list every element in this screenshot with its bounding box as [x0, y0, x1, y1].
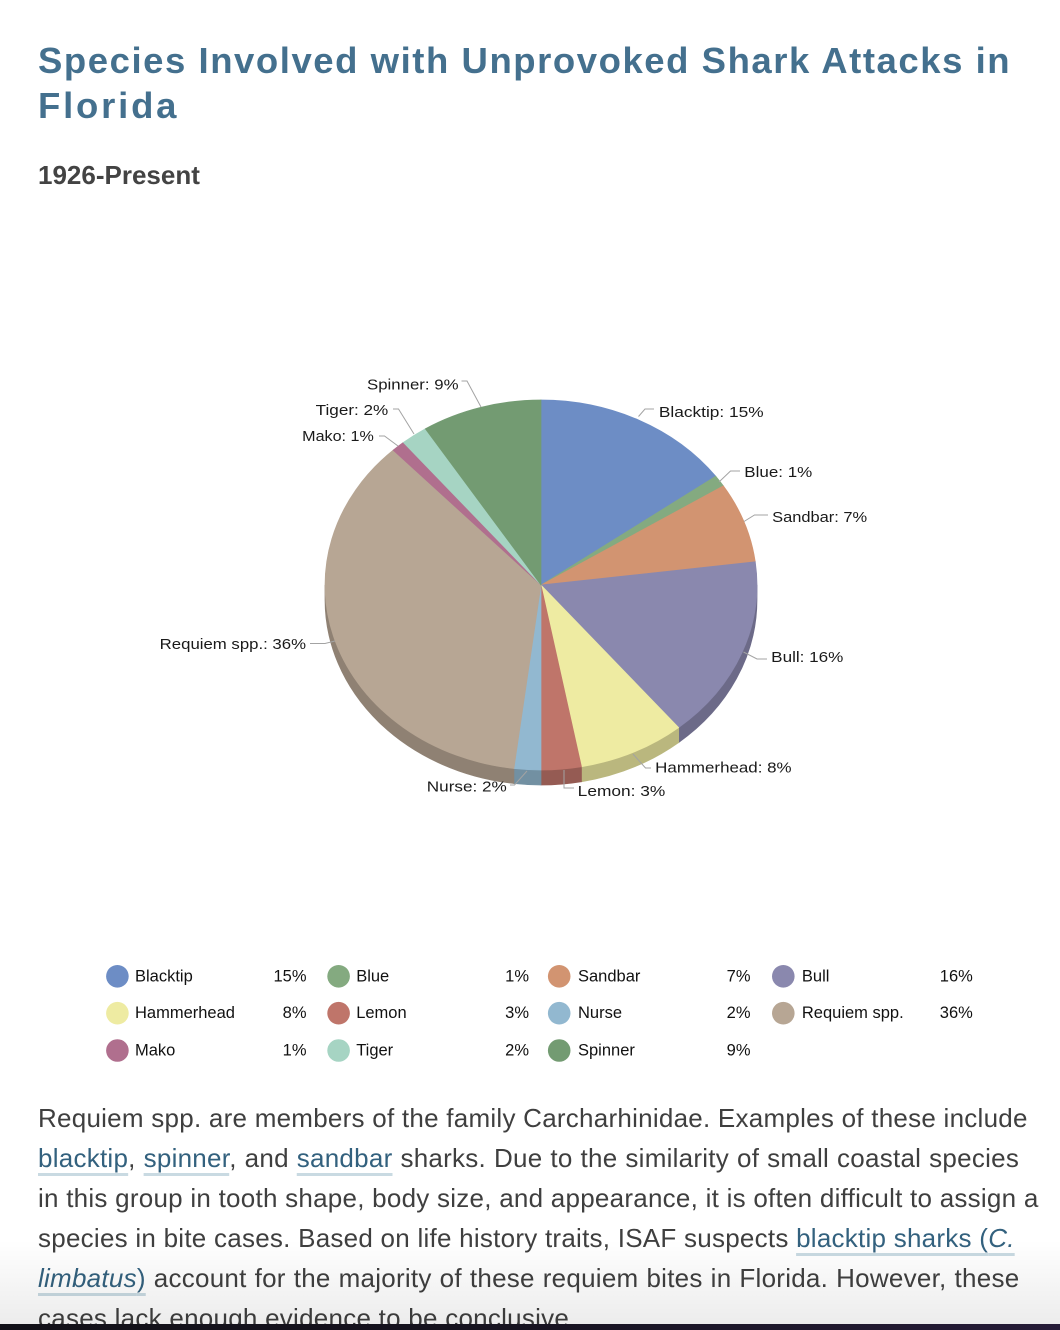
svg-text:1%: 1% [283, 1042, 307, 1060]
svg-text:Requiem spp.: 36%: Requiem spp.: 36% [160, 636, 306, 653]
svg-text:Blacktip: Blacktip [135, 967, 193, 985]
svg-text:Blacktip: 15%: Blacktip: 15% [659, 404, 764, 421]
svg-text:1%: 1% [505, 967, 529, 985]
svg-text:Lemon: 3%: Lemon: 3% [578, 783, 666, 800]
svg-text:Spinner: Spinner [578, 1042, 635, 1060]
svg-text:Bull: 16%: Bull: 16% [771, 649, 843, 666]
svg-text:Requiem spp.: Requiem spp. [802, 1004, 904, 1022]
svg-text:15%: 15% [273, 967, 306, 985]
svg-text:3%: 3% [505, 1004, 529, 1022]
svg-text:Mako: 1%: Mako: 1% [302, 428, 374, 445]
svg-text:2%: 2% [727, 1004, 751, 1022]
svg-text:Hammerhead: 8%: Hammerhead: 8% [655, 760, 791, 777]
svg-text:Mako: Mako [135, 1042, 175, 1060]
svg-text:Lemon: Lemon [356, 1004, 406, 1022]
svg-text:Bull: Bull [802, 967, 830, 985]
svg-text:Sandbar: 7%: Sandbar: 7% [772, 509, 867, 526]
svg-text:Tiger: 2%: Tiger: 2% [316, 402, 389, 419]
svg-text:Sandbar: Sandbar [578, 967, 641, 985]
svg-text:Tiger: Tiger [356, 1042, 393, 1060]
svg-text:Blue: 1%: Blue: 1% [744, 464, 812, 481]
svg-text:Blue: Blue [356, 967, 389, 985]
svg-text:Spinner: 9%: Spinner: 9% [367, 377, 459, 394]
svg-text:9%: 9% [727, 1042, 751, 1060]
svg-text:Nurse: 2%: Nurse: 2% [427, 778, 507, 795]
svg-text:36%: 36% [940, 1004, 973, 1022]
svg-text:Nurse: Nurse [578, 1004, 622, 1022]
svg-text:8%: 8% [283, 1004, 307, 1022]
svg-text:7%: 7% [727, 967, 751, 985]
svg-text:16%: 16% [940, 967, 973, 985]
svg-text:2%: 2% [505, 1042, 529, 1060]
svg-text:Hammerhead: Hammerhead [135, 1004, 235, 1022]
